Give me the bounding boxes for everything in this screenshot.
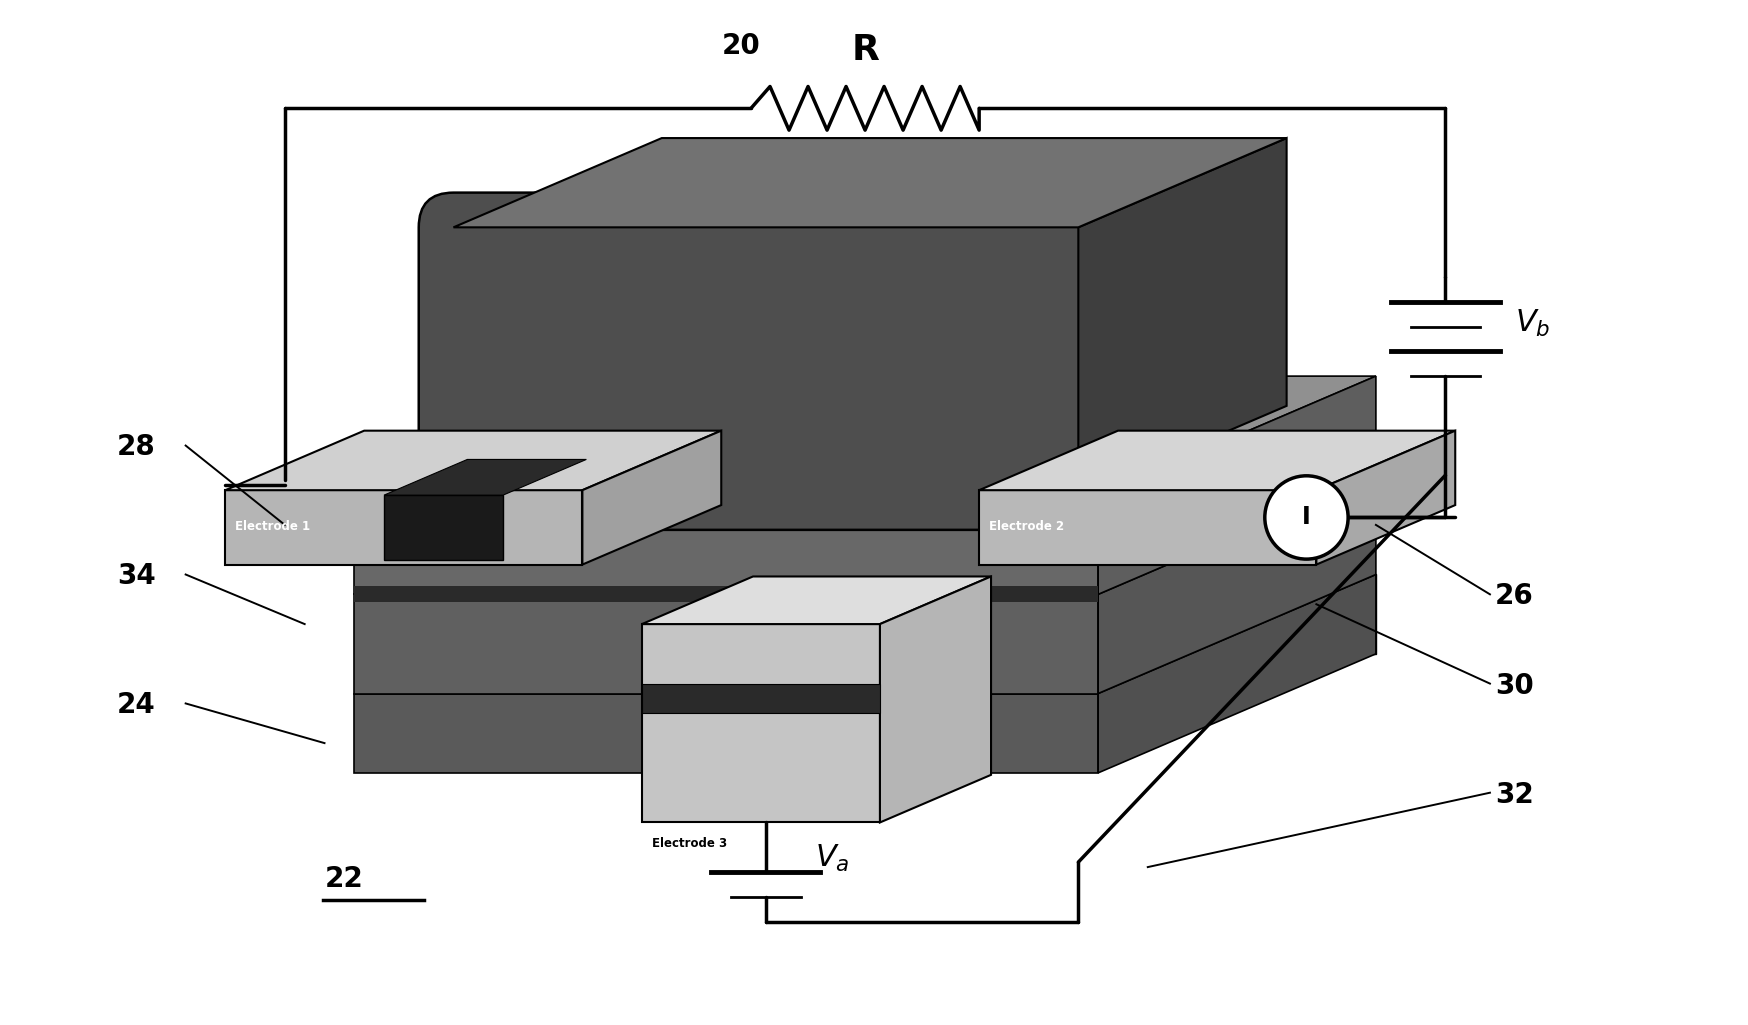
- Text: 34: 34: [117, 563, 156, 590]
- Polygon shape: [355, 574, 1376, 694]
- Text: $V_a$: $V_a$: [815, 844, 850, 874]
- Polygon shape: [385, 495, 503, 560]
- Polygon shape: [879, 576, 991, 822]
- Polygon shape: [355, 586, 1098, 603]
- Polygon shape: [225, 490, 582, 565]
- Text: Electrode 2: Electrode 2: [989, 520, 1063, 533]
- Text: $V_b$: $V_b$: [1514, 308, 1549, 338]
- Text: 28: 28: [117, 434, 156, 461]
- Text: 22: 22: [325, 865, 364, 893]
- Polygon shape: [979, 490, 1316, 565]
- Polygon shape: [642, 576, 991, 624]
- Polygon shape: [385, 459, 586, 495]
- Text: Electrode 1: Electrode 1: [234, 520, 309, 533]
- Polygon shape: [355, 495, 1098, 594]
- Text: 26: 26: [1495, 582, 1533, 610]
- Polygon shape: [642, 684, 879, 713]
- Polygon shape: [642, 624, 879, 822]
- Polygon shape: [1098, 574, 1376, 773]
- Polygon shape: [979, 430, 1454, 490]
- Text: R: R: [851, 33, 879, 67]
- Polygon shape: [1098, 476, 1376, 694]
- Text: I: I: [1301, 505, 1309, 530]
- Text: 24: 24: [117, 691, 156, 720]
- Polygon shape: [1098, 376, 1376, 594]
- Polygon shape: [355, 694, 1098, 773]
- FancyBboxPatch shape: [418, 193, 1112, 530]
- Text: 30: 30: [1495, 671, 1533, 699]
- Polygon shape: [1316, 430, 1454, 565]
- Circle shape: [1264, 476, 1348, 559]
- Polygon shape: [225, 430, 720, 490]
- Polygon shape: [355, 594, 1098, 694]
- Polygon shape: [355, 586, 1098, 594]
- Polygon shape: [355, 476, 1376, 594]
- Text: 32: 32: [1495, 781, 1533, 809]
- Polygon shape: [355, 376, 1376, 495]
- Polygon shape: [1079, 138, 1287, 495]
- Polygon shape: [582, 430, 720, 565]
- Text: 20: 20: [720, 32, 760, 59]
- Polygon shape: [453, 138, 1287, 228]
- Text: Electrode 3: Electrode 3: [652, 837, 727, 851]
- Polygon shape: [631, 574, 1376, 654]
